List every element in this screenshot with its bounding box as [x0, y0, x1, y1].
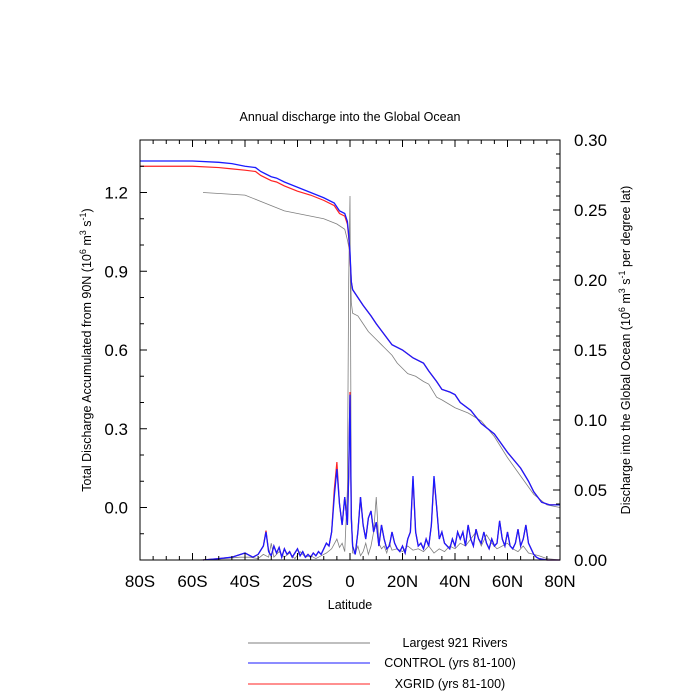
- y-right-suffix: per degree lat): [619, 186, 633, 271]
- x-tick-label: 60S: [177, 572, 207, 591]
- y-right-sup1: 6: [617, 307, 627, 312]
- series-layer: [140, 160, 561, 561]
- legend-label-xgrid: XGRID (yrs 81-100): [395, 677, 505, 691]
- y-right-tick-label: 0.20: [574, 271, 607, 290]
- y-left-tick-label: 0.6: [104, 341, 128, 360]
- y-left-mid2: s: [80, 220, 94, 230]
- legend-label-control: CONTROL (yrs 81-100): [384, 656, 516, 670]
- legend: Largest 921 Rivers CONTROL (yrs 81-100) …: [248, 636, 516, 691]
- y-right-tick-label: 0.25: [574, 201, 607, 220]
- y-left-tick-label: 0.0: [104, 499, 128, 518]
- y-left-tick-label: 0.9: [104, 262, 128, 281]
- y-left-prefix: Total Discharge Accumulated from 90N (10: [80, 254, 94, 492]
- series-control-discharge: [202, 394, 560, 561]
- y-left-tick-label: 0.3: [104, 420, 128, 439]
- y-right-mid: m: [619, 293, 633, 307]
- y-left-sup3: -1: [78, 212, 88, 220]
- y-left-suffix: ): [80, 208, 94, 212]
- x-tick-label: 20S: [282, 572, 312, 591]
- y-right-tick-label: 0.00: [574, 551, 607, 570]
- y-axis-title-right: Discharge into the Global Ocean (106 m3 …: [617, 186, 633, 515]
- x-tick-label: 40N: [439, 572, 470, 591]
- y-right-sup2: 3: [617, 288, 627, 293]
- y-left-sup2: 3: [78, 230, 88, 235]
- series-rivers-accumulated: [202, 192, 561, 508]
- legend-label-rivers: Largest 921 Rivers: [403, 636, 508, 650]
- ticks-layer: 80S 60S 40S 20S 0 20N 40N 60N 80N 0.0 0.3 0.6 0.9 1.2…: [104, 131, 607, 591]
- x-tick-label: 40S: [230, 572, 260, 591]
- y-right-tick-label: 0.15: [574, 341, 607, 360]
- y-left-tick-label: 1.2: [104, 184, 128, 203]
- chart-title: Annual discharge into the Global Ocean: [240, 110, 461, 124]
- x-tick-label: 60N: [492, 572, 523, 591]
- y-left-mid: m: [80, 235, 94, 249]
- x-tick-label: 20N: [387, 572, 418, 591]
- series-rivers-discharge: [197, 195, 561, 561]
- x-tick-label: 0: [345, 572, 354, 591]
- x-tick-label: 80N: [544, 572, 575, 591]
- y-right-tick-label: 0.05: [574, 481, 607, 500]
- x-tick-label: 80S: [125, 572, 155, 591]
- y-right-mid2: s: [619, 278, 633, 288]
- y-right-sup3: -1: [617, 270, 627, 278]
- y-right-prefix: Discharge into the Global Ocean (10: [619, 312, 633, 514]
- y-axis-title-left: Total Discharge Accumulated from 90N (10…: [78, 208, 94, 491]
- y-right-tick-label: 0.10: [574, 411, 607, 430]
- series-control-accumulated: [140, 160, 560, 506]
- y-left-sup1: 6: [78, 249, 88, 254]
- x-axis-title: Latitude: [328, 598, 373, 612]
- y-right-tick-label: 0.30: [574, 131, 607, 150]
